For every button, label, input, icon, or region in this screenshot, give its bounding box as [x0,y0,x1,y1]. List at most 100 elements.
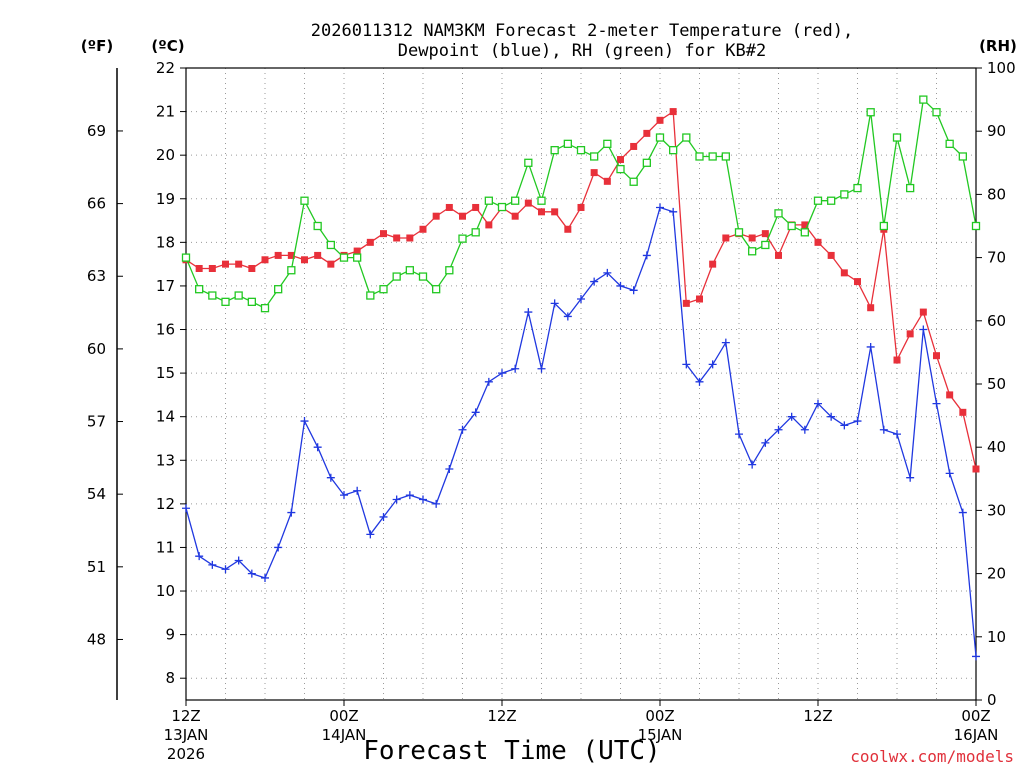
temperature-point [696,295,703,303]
x-tick-label-date: 15JAN [638,726,683,744]
rh-point [945,139,954,148]
temperature-point [222,260,229,268]
rh-tick-label: 30 [987,501,1006,519]
dewpoint-point [524,308,533,317]
rh-point [537,196,546,205]
fahrenheit-tick-label: 48 [87,630,106,648]
rh-point [708,152,717,161]
rh-point [234,291,243,300]
temperature-point [959,408,967,416]
celsius-tick-label: 17 [156,277,175,295]
celsius-tick-label: 9 [165,626,175,644]
rh-point [405,266,414,275]
temperature-point [893,356,901,364]
rh-point [853,183,862,193]
fahrenheit-tick-label: 66 [87,195,106,213]
dewpoint-point [247,569,256,578]
rh-series [181,95,981,313]
rh-point [471,228,480,237]
data-series [181,95,981,661]
celsius-tick-label: 18 [156,233,175,251]
dewpoint-point [919,325,928,334]
temperature-point [603,177,611,185]
rh-point [932,108,941,117]
temperature-point [854,278,861,286]
dewpoint-point [340,491,348,500]
temperature-point [906,330,914,338]
rh-point [827,196,836,205]
rh-point [511,196,520,205]
dewpoint-point [313,443,322,452]
dewpoint-point [287,508,296,517]
temperature-point [301,256,308,264]
rh-point [879,221,888,231]
x-axis-title: Forecast Time (UTC) [363,736,660,766]
dewpoint-point [748,460,757,469]
dewpoint-point [906,473,915,482]
rh-point [669,146,678,155]
rh-point [484,196,493,205]
temperature-point [314,251,322,259]
celsius-tick-label: 11 [156,538,175,556]
dewpoint-point [221,565,230,574]
rh-point [682,133,691,142]
temperature-point [840,269,848,277]
temperature-point [393,234,401,242]
celsius-tick-label: 16 [156,321,175,339]
rh-unit-label: (RH) [979,37,1017,55]
temperature-point [919,308,927,316]
dewpoint-point [669,207,678,216]
x-tick-label-time: 12Z [487,707,516,725]
dewpoint-point [379,512,388,521]
fahrenheit-tick-label: 54 [87,485,106,503]
fahrenheit-tick-label: 57 [87,413,106,431]
rh-point [866,108,875,117]
rh-point [787,221,796,231]
dewpoint-point [445,464,454,473]
dewpoint-point [484,377,493,386]
celsius-tick-label: 12 [156,495,175,513]
rh-tick-label: 40 [987,438,1006,456]
rh-point [721,152,730,161]
temperature-point [775,251,782,259]
rh-point [221,297,230,306]
rh-tick-label: 90 [987,122,1006,140]
dewpoint-point [879,425,888,434]
dewpoint-point [498,369,506,378]
rh-point [761,240,770,250]
celsius-tick-label: 20 [156,146,175,164]
rh-point [971,221,981,231]
rh-point [260,304,270,313]
dewpoint-point [827,412,836,421]
dewpoint-point [577,295,585,304]
x-tick-label-year: 2026 [167,745,205,763]
dewpoint-point [511,364,520,373]
celsius-tick-label: 14 [156,408,175,426]
temperature-point [208,264,216,272]
dewpoint-point [195,552,204,561]
dewpoint-point [945,469,954,478]
dewpoint-point [866,342,875,351]
dewpoint-point [471,408,480,417]
rh-point [774,209,783,218]
rh-point [603,139,612,148]
dewpoint-point [958,508,967,517]
rh-point [181,253,191,262]
tick-labels: 8 9 10 11 12 13 14 15 16 17 18 19 20 21 22 48 51 54 57 60 63… [87,59,1016,763]
rh-point [840,190,849,199]
rh-tick-label: 100 [987,59,1016,77]
rh-point [695,152,704,161]
celsius-tick-label: 21 [156,103,175,121]
rh-point [616,164,625,174]
dewpoint-line [185,206,977,657]
dewpoint-point [787,412,796,421]
rh-point [655,133,665,142]
x-tick-label-time: 00Z [645,707,674,725]
x-tick-label-time: 00Z [961,707,990,725]
celsius-tick-label: 13 [156,451,175,469]
temperature-point [524,199,532,207]
temperature-point [643,129,651,137]
rh-point [524,158,533,167]
dewpoint-point [972,652,980,661]
